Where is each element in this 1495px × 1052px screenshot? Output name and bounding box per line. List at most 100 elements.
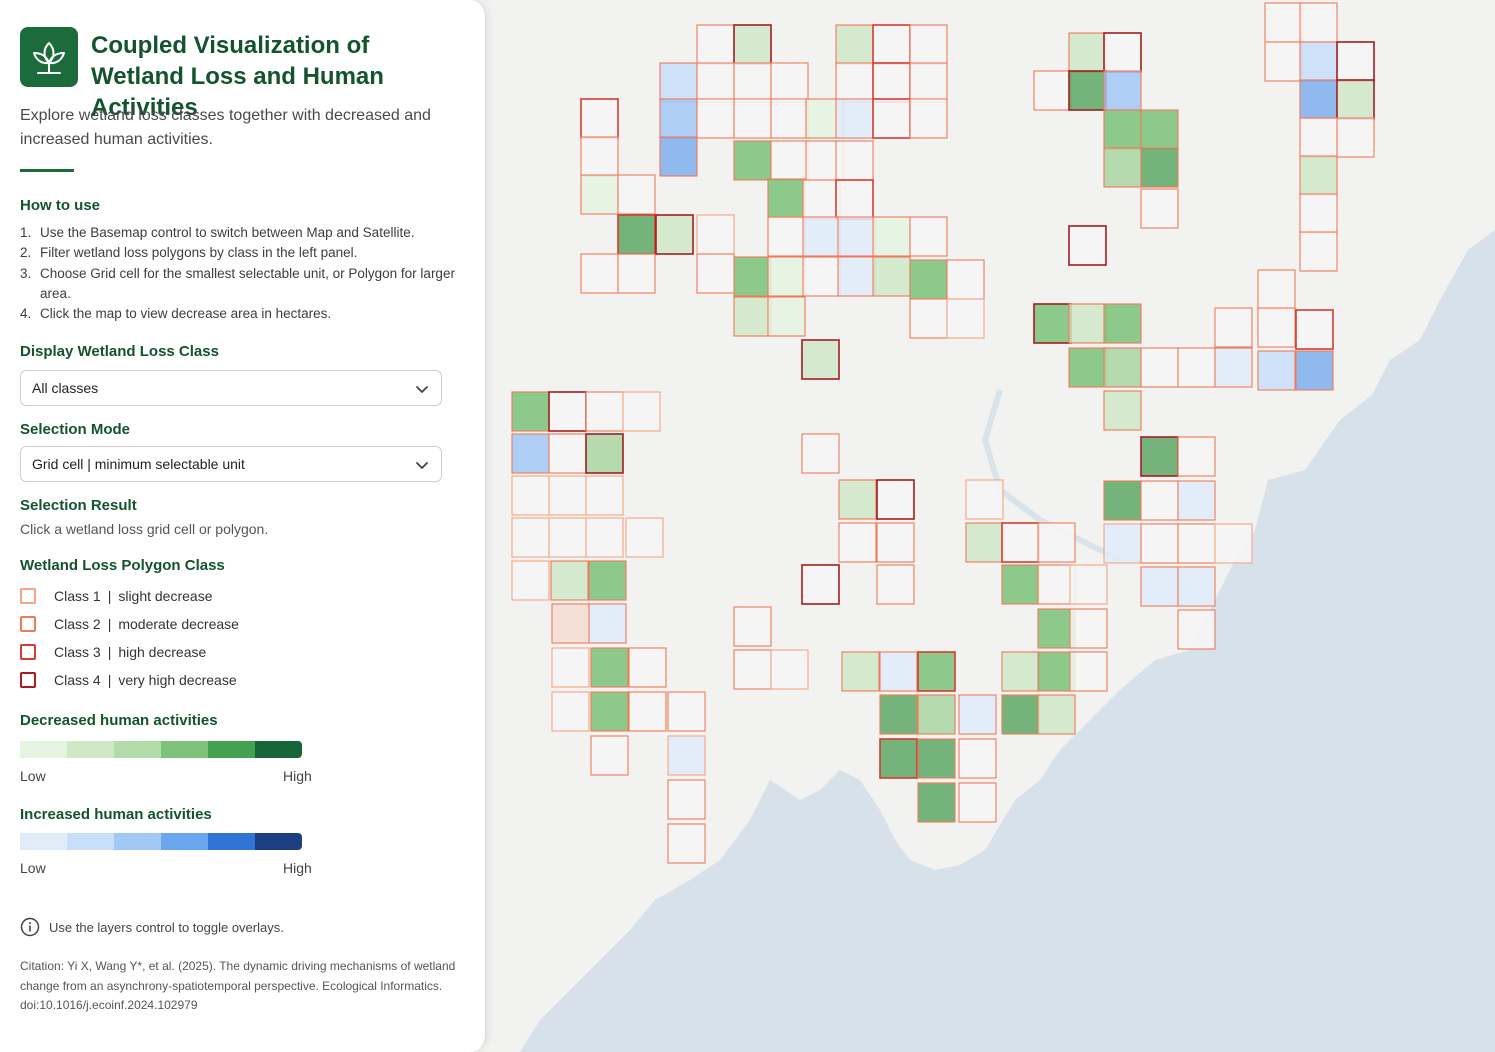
grid-cell[interactable] [667, 691, 706, 732]
grid-cell[interactable] [667, 823, 706, 864]
grid-cell[interactable] [946, 259, 985, 300]
grid-cell[interactable] [1037, 694, 1076, 735]
grid-cell[interactable] [767, 256, 806, 297]
grid-cell[interactable] [1299, 117, 1338, 158]
grid-cell[interactable] [802, 179, 841, 220]
grid-cell[interactable] [551, 603, 590, 644]
grid-cell[interactable] [617, 253, 656, 294]
grid-cell[interactable] [1177, 523, 1216, 564]
grid-cell[interactable] [1336, 41, 1375, 82]
grid-cell[interactable] [1103, 147, 1142, 188]
grid-cell[interactable] [1103, 32, 1142, 73]
grid-cell[interactable] [733, 24, 772, 65]
grid-cell[interactable] [1299, 155, 1338, 196]
grid-cell[interactable] [909, 298, 948, 339]
grid-cell[interactable] [590, 691, 629, 732]
grid-cell[interactable] [1140, 436, 1179, 477]
grid-cell[interactable] [667, 735, 706, 776]
grid-cell[interactable] [696, 98, 735, 139]
grid-cell[interactable] [588, 603, 627, 644]
grid-cell[interactable] [1069, 651, 1108, 692]
grid-cell[interactable] [837, 256, 876, 297]
grid-cell[interactable] [958, 782, 997, 823]
grid-cell[interactable] [585, 517, 624, 558]
grid-cell[interactable] [1068, 70, 1107, 111]
grid-cell[interactable] [1068, 225, 1107, 266]
grid-cell[interactable] [835, 140, 874, 181]
grid-cell[interactable] [770, 62, 809, 103]
grid-cell[interactable] [958, 694, 997, 735]
grid-cell[interactable] [588, 560, 627, 601]
grid-cell[interactable] [1033, 70, 1072, 111]
grid-cell[interactable] [1103, 390, 1142, 431]
grid-cell[interactable] [733, 98, 772, 139]
grid-cell[interactable] [917, 651, 956, 692]
grid-cell[interactable] [965, 522, 1004, 563]
legend-class-1[interactable]: Class 1 | slight decrease [20, 586, 213, 606]
grid-cell[interactable] [909, 24, 948, 65]
grid-cell[interactable] [1140, 566, 1179, 607]
grid-cell[interactable] [548, 433, 587, 474]
grid-cell[interactable] [580, 98, 619, 139]
grid-cell[interactable] [1069, 608, 1108, 649]
grid-cell[interactable] [1037, 651, 1076, 692]
grid-cell[interactable] [617, 174, 656, 215]
grid-cell[interactable] [1214, 307, 1253, 348]
selection-mode-select[interactable]: Grid cell | minimum selectable unit [20, 446, 442, 482]
grid-cell[interactable] [1068, 303, 1107, 344]
grid-cell[interactable] [1068, 347, 1107, 388]
grid-cell[interactable] [585, 433, 624, 474]
grid-cell[interactable] [1037, 564, 1076, 605]
grid-cell[interactable] [511, 560, 550, 601]
grid-cell[interactable] [1299, 231, 1338, 272]
grid-cell[interactable] [872, 62, 911, 103]
grid-cell[interactable] [1140, 480, 1179, 521]
grid-cell[interactable] [1103, 347, 1142, 388]
grid-cell[interactable] [628, 647, 667, 688]
grid-cell[interactable] [659, 62, 698, 103]
grid-cell[interactable] [1264, 41, 1303, 82]
grid-cell[interactable] [909, 62, 948, 103]
grid-cell[interactable] [770, 98, 809, 139]
grid-cell[interactable] [1295, 309, 1334, 350]
grid-cell[interactable] [628, 691, 667, 732]
grid-cell[interactable] [659, 98, 698, 139]
grid-cell[interactable] [1177, 347, 1216, 388]
grid-cell[interactable] [946, 298, 985, 339]
grid-cell[interactable] [655, 214, 694, 255]
grid-cell[interactable] [696, 214, 735, 255]
grid-cell[interactable] [876, 479, 915, 520]
grid-cell[interactable] [1257, 307, 1296, 348]
grid-cell[interactable] [917, 782, 956, 823]
grid-cell[interactable] [733, 606, 772, 647]
grid-cell[interactable] [1037, 608, 1076, 649]
grid-cell[interactable] [770, 140, 809, 181]
grid-cell[interactable] [580, 253, 619, 294]
grid-cell[interactable] [1299, 79, 1338, 120]
grid-cell[interactable] [1264, 2, 1303, 43]
grid-cell[interactable] [879, 738, 918, 779]
grid-cell[interactable] [837, 216, 876, 257]
grid-cell[interactable] [511, 391, 550, 432]
grid-cell[interactable] [1001, 694, 1040, 735]
grid-cell[interactable] [909, 98, 948, 139]
grid-cell[interactable] [1103, 70, 1142, 111]
grid-cell[interactable] [1103, 109, 1142, 150]
grid-cell[interactable] [879, 651, 918, 692]
grid-cell[interactable] [770, 649, 809, 690]
grid-cell[interactable] [585, 391, 624, 432]
grid-cell[interactable] [548, 475, 587, 516]
grid-cell[interactable] [511, 433, 550, 474]
grid-cell[interactable] [550, 560, 589, 601]
grid-cell[interactable] [801, 339, 840, 380]
grid-cell[interactable] [1140, 523, 1179, 564]
grid-cell[interactable] [835, 179, 874, 220]
grid-cell[interactable] [1140, 347, 1179, 388]
grid-cell[interactable] [1140, 109, 1179, 150]
grid-cell[interactable] [733, 62, 772, 103]
grid-cell[interactable] [835, 98, 874, 139]
grid-cell[interactable] [1103, 480, 1142, 521]
grid-cell[interactable] [909, 216, 948, 257]
grid-cell[interactable] [580, 174, 619, 215]
grid-cell[interactable] [667, 779, 706, 820]
